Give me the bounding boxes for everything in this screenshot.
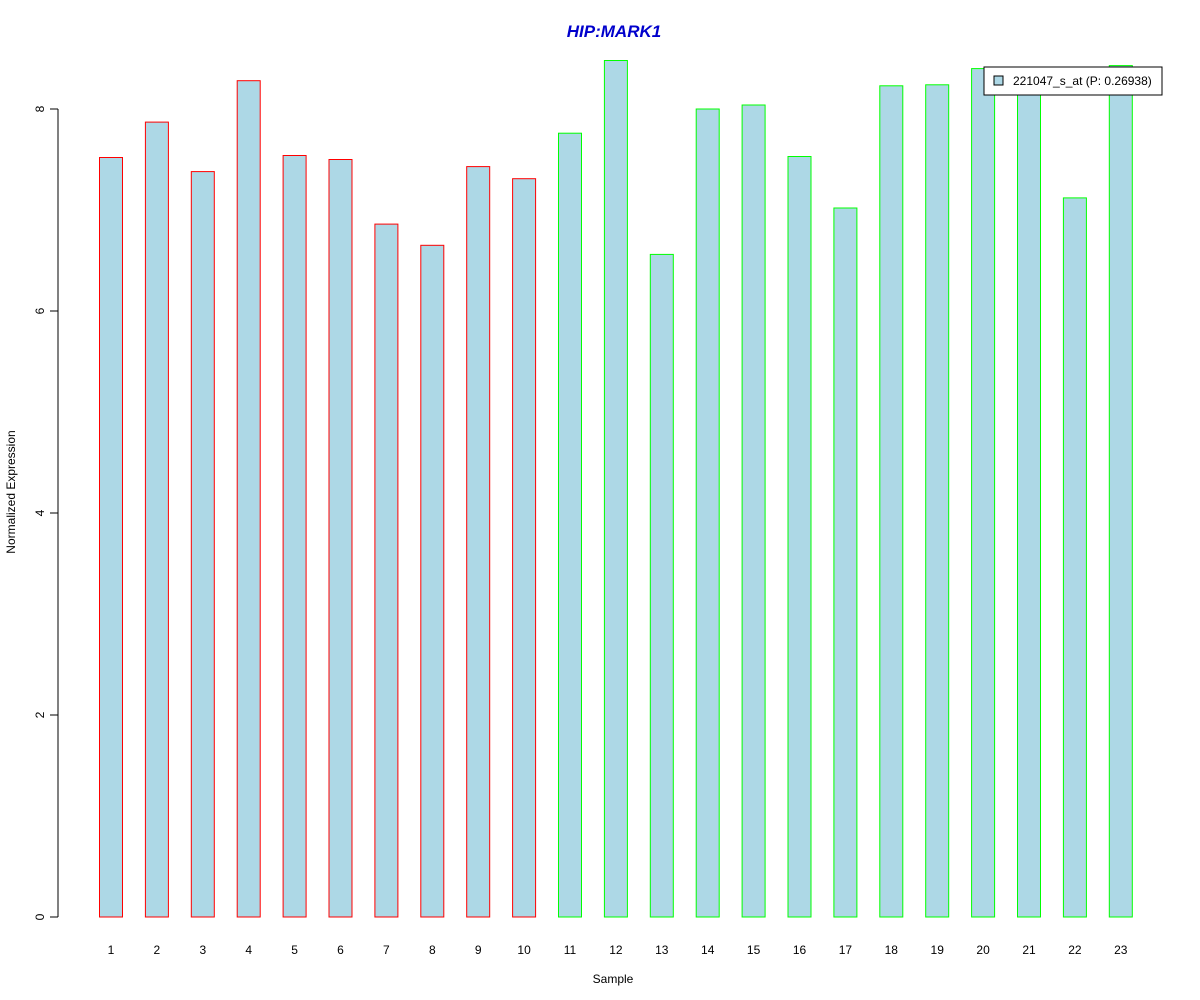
bar-sample-3 bbox=[190, 171, 215, 918]
bar-sample-10 bbox=[512, 178, 537, 918]
legend-label: 221047_s_at (P: 0.26938) bbox=[1013, 74, 1152, 88]
x-tick-label-3: 3 bbox=[199, 943, 206, 957]
x-tick-label-4: 4 bbox=[245, 943, 252, 957]
y-tick-label-0: 0 bbox=[33, 913, 47, 920]
bar-sample-5 bbox=[282, 155, 307, 918]
x-tick-label-16: 16 bbox=[793, 943, 807, 957]
bar-sample-20 bbox=[971, 68, 996, 918]
bar-sample-13 bbox=[649, 253, 674, 918]
bar-sample-18 bbox=[879, 85, 904, 918]
x-tick-label-6: 6 bbox=[337, 943, 344, 957]
x-tick-label-2: 2 bbox=[154, 943, 161, 957]
x-tick-label-17: 17 bbox=[839, 943, 853, 957]
x-tick-label-10: 10 bbox=[517, 943, 531, 957]
x-tick-label-14: 14 bbox=[701, 943, 715, 957]
x-tick-label-5: 5 bbox=[291, 943, 298, 957]
x-tick-label-1: 1 bbox=[108, 943, 115, 957]
x-tick-label-11: 11 bbox=[564, 943, 577, 957]
bar-sample-17 bbox=[833, 207, 858, 918]
x-tick-label-7: 7 bbox=[383, 943, 390, 957]
bar-sample-7 bbox=[374, 223, 399, 918]
x-tick-label-18: 18 bbox=[885, 943, 899, 957]
bar-sample-15 bbox=[741, 104, 766, 918]
bar-sample-8 bbox=[420, 244, 445, 918]
x-tick-label-9: 9 bbox=[475, 943, 482, 957]
bar-sample-14 bbox=[695, 108, 720, 918]
y-tick-label-2: 2 bbox=[33, 711, 47, 718]
bar-sample-19 bbox=[925, 84, 950, 918]
bar-sample-11 bbox=[558, 132, 582, 918]
x-tick-label-15: 15 bbox=[747, 943, 761, 957]
bar-sample-9 bbox=[466, 166, 491, 918]
x-tick-label-13: 13 bbox=[655, 943, 669, 957]
x-tick-label-22: 22 bbox=[1068, 943, 1082, 957]
y-axis-label: Normalized Expression bbox=[4, 430, 18, 553]
bar-sample-6 bbox=[328, 159, 353, 918]
y-axis: 0 2 4 6 8 bbox=[33, 105, 59, 920]
x-tick-label-19: 19 bbox=[931, 943, 945, 957]
x-tick-labels: 1 2 3 4 5 6 7 8 9 10 11 12 13 14 15 16 17 18 19 20 21 22 23 bbox=[108, 943, 1128, 957]
bar-sample-22 bbox=[1062, 197, 1087, 918]
x-tick-label-21: 21 bbox=[1022, 943, 1036, 957]
bar-sample-1 bbox=[99, 157, 123, 918]
x-tick-label-23: 23 bbox=[1114, 943, 1128, 957]
chart-title: HIP:MARK1 bbox=[567, 22, 661, 41]
bar-sample-4 bbox=[236, 80, 261, 918]
x-tick-label-12: 12 bbox=[609, 943, 623, 957]
y-tick-label-6: 6 bbox=[33, 307, 47, 314]
bar-sample-12 bbox=[603, 60, 628, 918]
bar-sample-2 bbox=[144, 121, 169, 918]
y-tick-label-8: 8 bbox=[33, 105, 47, 112]
x-axis-label: Sample bbox=[593, 972, 634, 986]
legend-swatch bbox=[993, 75, 1004, 86]
y-tick-label-4: 4 bbox=[33, 509, 47, 516]
x-tick-label-20: 20 bbox=[976, 943, 990, 957]
x-tick-label-8: 8 bbox=[429, 943, 436, 957]
legend-box bbox=[983, 66, 1163, 96]
bars-group bbox=[99, 60, 1133, 918]
legend: 221047_s_at (P: 0.26938) bbox=[983, 66, 1163, 96]
bar-sample-16 bbox=[787, 156, 812, 918]
bar-sample-23 bbox=[1108, 65, 1133, 918]
bar-sample-21 bbox=[1017, 70, 1041, 918]
